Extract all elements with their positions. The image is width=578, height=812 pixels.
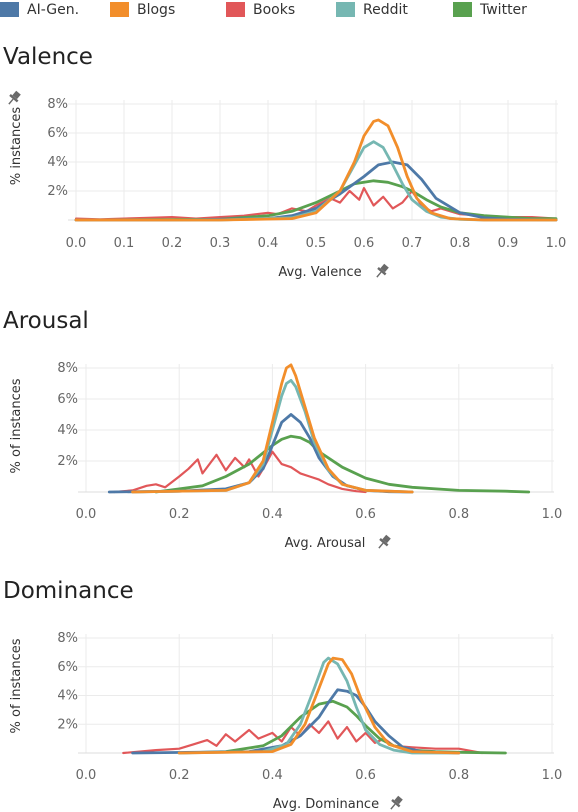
pin-needle [378,542,384,549]
legend-label: Reddit [363,2,408,18]
x-tick-label: 0.0 [76,507,97,522]
legend-swatch [0,2,19,17]
x-tick-label: 0.6 [355,507,376,522]
y-tick-label: 4% [57,423,78,438]
y-tick-label: 6% [57,660,78,675]
series-line-blogs [177,656,461,755]
pin-icon [378,534,391,549]
legend-swatch [226,2,245,17]
x-axis-title: Avg. Arousal [285,536,366,551]
x-tick-label: 0.2 [169,507,190,522]
x-tick-label: 0.3 [210,236,231,251]
dominance-title: Dominance [3,578,134,604]
y-tick-label: 8% [57,631,78,646]
series-line-twitter [177,699,507,755]
x-tick-label: 0.4 [258,236,279,251]
y-tick-label: 4% [47,155,68,170]
x-tick-label: 0.4 [262,507,283,522]
x-tick-label: 0.8 [450,236,471,251]
legend-label: AI-Gen. [27,2,80,18]
x-tick-label: 0.0 [76,768,97,783]
x-tick-label: 0.6 [355,768,376,783]
y-tick-label: 6% [57,392,78,407]
y-axis-title: % of instances [9,638,24,733]
x-tick-label: 0.0 [66,236,87,251]
grid [78,364,554,493]
pin-icon [8,90,21,105]
y-tick-label: 2% [47,184,68,199]
legend-swatch [110,2,129,17]
x-tick-label: 1.0 [546,236,567,251]
pin-head [12,90,21,100]
arousal-title: Arousal [3,308,89,334]
dominance-chart: 8% 6% 4% 2% 0.0 0.2 0.4 0.6 0.8 1.0 Avg. Dominance… [9,631,563,812]
pin-icon [390,795,403,810]
x-tick-label: 0.2 [169,768,190,783]
pin-head [394,795,403,805]
y-axis-title: % instances [9,107,24,186]
legend: AI-Gen. Blogs Books Reddit Twitter [0,0,578,22]
legend-label: Twitter [480,2,527,18]
series-line-twitter [74,179,558,222]
x-tick-label: 0.8 [448,507,469,522]
valence-title: Valence [3,44,93,70]
series-line-reddit [177,656,461,755]
x-tick-label: 0.4 [262,768,283,783]
y-tick-label: 8% [57,361,78,376]
valence-chart: 8% 6% 4% 2% 0.0 0.1 0.2 0.3 0.4 0.5 0.6 0.7 0.8 0.9 1.… [8,90,567,280]
x-tick-label: 0.5 [306,236,327,251]
pin-head [382,534,391,544]
pin-needle [8,98,14,105]
pin-base [9,94,19,103]
series-line-twitter [154,434,531,494]
pin-base [379,538,389,547]
arousal-chart: 8% 6% 4% 2% 0.0 0.2 0.4 0.6 0.8 1.0 Avg. Arousal % … [9,361,563,551]
pin-icon [376,263,389,278]
series-line-blogs [74,118,558,222]
pin-head [380,263,389,273]
x-tick-label: 0.8 [448,768,469,783]
pin-needle [390,803,396,810]
grid [68,100,558,221]
series-line-blogs [131,363,414,494]
x-axis-title: Avg. Valence [278,265,361,280]
x-tick-label: 0.7 [402,236,423,251]
pin-needle [376,271,382,278]
pin-base [377,267,387,276]
x-tick-label: 0.6 [354,236,375,251]
y-tick-label: 2% [57,717,78,732]
x-tick-label: 0.1 [114,236,135,251]
x-tick-label: 0.9 [498,236,519,251]
x-tick-label: 1.0 [542,507,563,522]
legend-label: Books [253,2,296,18]
pin-base [391,799,401,808]
y-tick-label: 4% [57,689,78,704]
legend-swatch [336,2,355,17]
x-tick-label: 0.2 [162,236,183,251]
y-tick-label: 2% [57,454,78,469]
x-tick-label: 1.0 [542,768,563,783]
y-axis-title: % of instances [9,378,24,473]
legend-label: Blogs [137,2,176,18]
y-tick-label: 6% [47,126,68,141]
y-tick-label: 8% [47,97,68,112]
legend-swatch [453,2,472,17]
x-axis-title: Avg. Dominance [273,797,379,812]
